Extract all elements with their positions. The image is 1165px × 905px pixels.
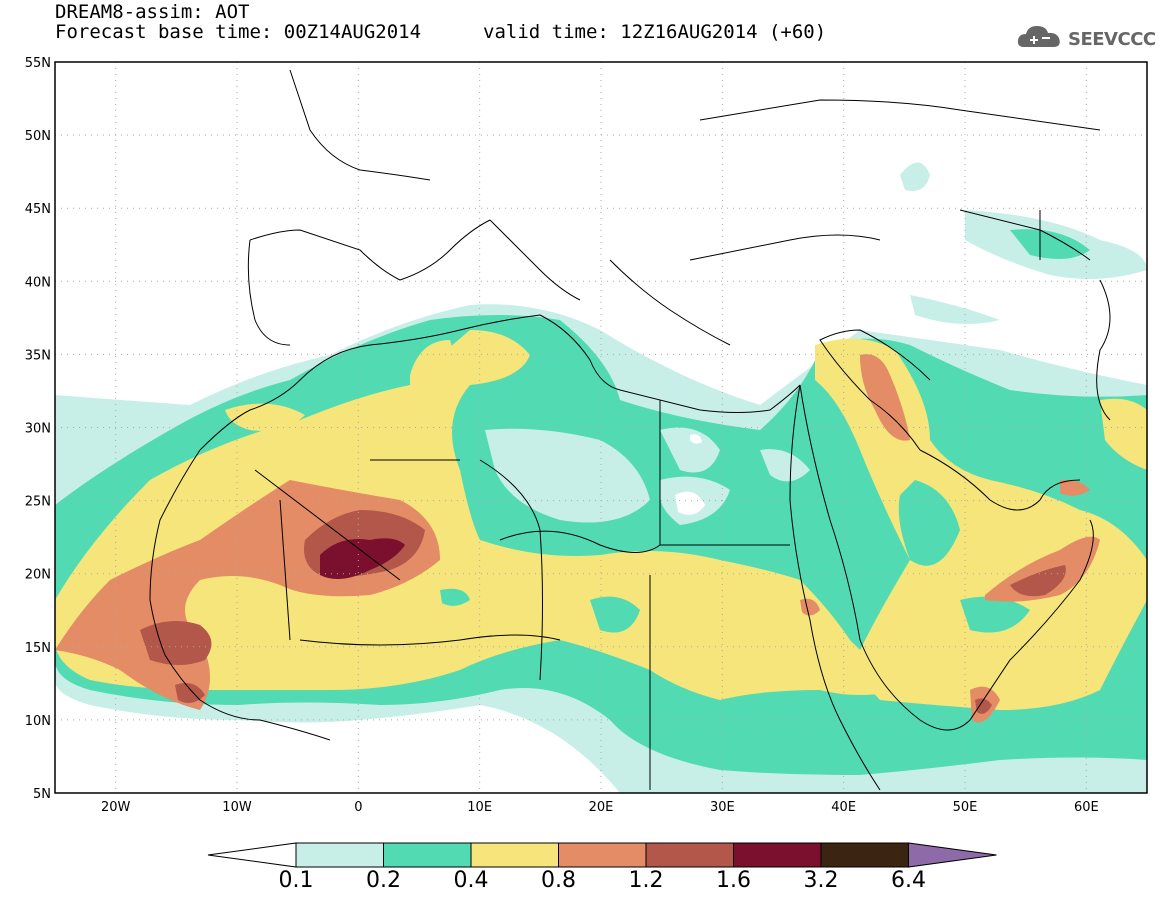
colorbar-over-triangle — [908, 842, 997, 868]
aot-contour-1.2 — [1010, 565, 1066, 597]
lat-tick-label: 15N — [25, 641, 51, 656]
latitude-labels: 5N 10N 15N 20N 25N 30N 35N 40N 45N 50N 55N — [25, 56, 51, 802]
forecast-base-time: Forecast base time: 00Z14AUG2014 — [55, 21, 422, 43]
colorbar-swatch — [733, 842, 822, 868]
aot-contour-0.2 — [590, 596, 640, 633]
colorbar — [207, 842, 997, 868]
aot-contour-0.8 — [800, 598, 820, 616]
aot-contour-0.1 — [900, 162, 930, 191]
colorbar-level-label: 3.2 — [803, 868, 839, 893]
lon-tick-label: 50E — [953, 800, 978, 815]
colorbar-level-label: 0.8 — [541, 868, 576, 893]
logo-text: SEEVCCC — [1068, 28, 1156, 50]
lon-tick-label: 10W — [222, 800, 252, 815]
colorbar-swatch — [470, 842, 559, 868]
colorbar-swatch — [820, 842, 909, 868]
lon-tick-label: 0 — [354, 800, 362, 815]
lon-tick-label: 40E — [831, 800, 856, 815]
aot-contour-0.1 — [910, 295, 1000, 324]
aot-contour-0.4 — [410, 340, 454, 392]
lon-tick-label: 60E — [1074, 800, 1099, 815]
lat-tick-label: 10N — [25, 714, 51, 729]
colorbar-level-label: 1.2 — [628, 868, 664, 893]
aot-contour-1.2 — [975, 698, 992, 714]
lat-tick-label: 55N — [25, 56, 51, 71]
lat-tick-label: 35N — [25, 348, 51, 363]
aot-contour-0.8 — [1060, 479, 1090, 496]
lat-tick-label: 40N — [25, 275, 51, 290]
colorbar-level-label: 0.2 — [366, 868, 401, 893]
colorbar-level-label: 0.4 — [453, 868, 489, 893]
lat-tick-label: 25N — [25, 495, 51, 510]
cloud-icon — [1016, 23, 1062, 55]
aot-contour-0.8 — [860, 354, 910, 441]
lat-tick-label: 5N — [33, 787, 51, 802]
aot-contour-0.1 — [690, 434, 702, 444]
aot-contour-0.4 — [225, 403, 305, 431]
lon-tick-label: 10E — [467, 800, 492, 815]
lon-tick-label: 30E — [710, 800, 735, 815]
aot-contour-0.1 — [675, 491, 705, 515]
seevccc-logo: SEEVCCC — [1016, 22, 1156, 56]
lat-tick-label: 20N — [25, 568, 51, 583]
longitude-labels: 20W 10W 0 10E 20E 30E 40E 50E 60E — [101, 800, 1099, 815]
aot-contour-1.6 — [320, 538, 405, 579]
lon-tick-label: 20W — [101, 800, 131, 815]
aot-field — [55, 62, 1147, 793]
aot-contour-0.1 — [760, 449, 810, 482]
aot-contour-0.4 — [340, 416, 390, 446]
aot-contour-0.2 — [1010, 229, 1090, 259]
colorbar-level-label: 6.4 — [891, 868, 926, 893]
map-frame — [54, 61, 1148, 794]
colorbar-swatch — [558, 842, 647, 868]
lat-tick-label: 30N — [25, 422, 51, 437]
colorbar-swatch — [295, 842, 384, 868]
lat-tick-label: 45N — [25, 202, 51, 217]
colorbar-level-label: 0.1 — [278, 868, 314, 893]
aot-contour-0.1 — [660, 427, 720, 473]
aot-contour-0.4 — [1100, 398, 1147, 470]
lat-tick-label: 50N — [25, 129, 51, 144]
colorbar-level-label: 1.6 — [716, 868, 751, 893]
aot-contour-0.2 — [440, 588, 470, 606]
colorbar-swatch — [645, 842, 734, 868]
valid-time: valid time: 12Z16AUG2014 (+60) — [483, 21, 827, 43]
aot-contour-0.2 — [898, 480, 960, 566]
map-title: DREAM8-assim: AOT — [55, 1, 250, 23]
aot-contour-0.4 — [55, 330, 900, 700]
colorbar-under-triangle — [207, 842, 297, 868]
aot-contour-0.2 — [960, 596, 1030, 633]
colorbar-swatch — [383, 842, 472, 868]
lon-tick-label: 20E — [589, 800, 614, 815]
aot-contour-1.2 — [140, 621, 212, 665]
coastlines — [149, 69, 1111, 791]
aot-contour-0.1 — [485, 428, 650, 523]
map-gridlines — [55, 62, 1147, 793]
